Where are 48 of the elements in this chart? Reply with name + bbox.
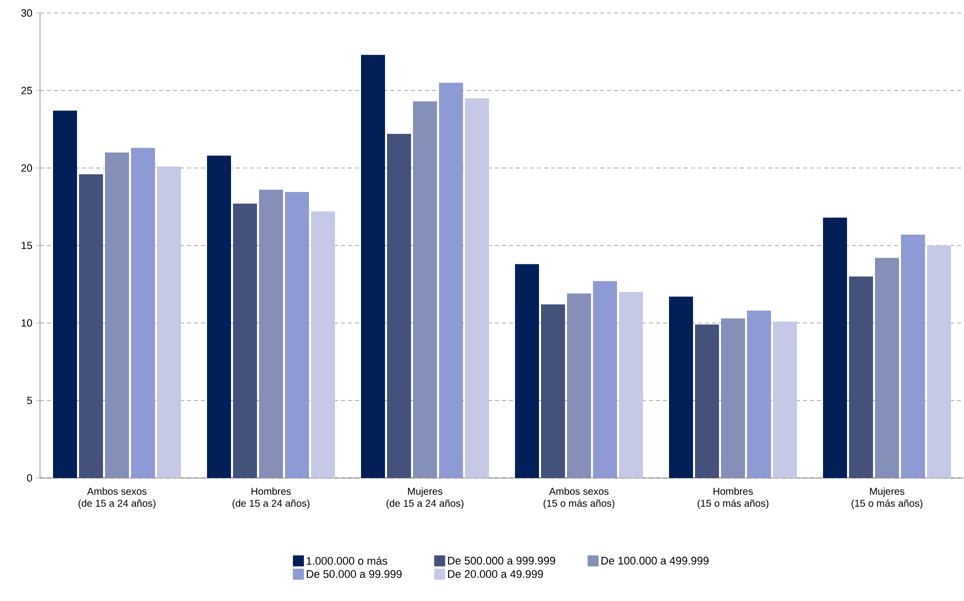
bar	[541, 304, 566, 478]
x-tick-label: Mujeres (de 15 a 24 años)	[386, 488, 464, 509]
legend-label: De 20.000 a 49.999	[448, 570, 543, 578]
x-tick-label: Mujeres (15 o más años)	[852, 488, 922, 509]
bar	[695, 324, 720, 478]
bar	[926, 246, 951, 478]
y-tick-label: 5	[27, 396, 32, 404]
legend-label: 1.000.000 o más	[306, 556, 388, 565]
bar	[233, 204, 258, 478]
bar	[105, 152, 129, 478]
x-tick-label: Ambos sexos (15 o más años)	[544, 488, 614, 509]
bar	[259, 190, 283, 478]
bar	[823, 218, 848, 478]
y-tick-label: 0	[27, 474, 32, 482]
bar	[53, 110, 78, 478]
y-tick-label: 15	[22, 242, 32, 250]
x-tick-label: Hombres (15 o más años)	[698, 488, 768, 509]
bar	[156, 166, 181, 478]
bar	[207, 156, 232, 478]
y-tick-label: 30	[21, 9, 32, 17]
bar	[438, 82, 463, 478]
x-tick-label: Ambos sexos (de 15 a 24 años)	[78, 488, 156, 509]
y-tick-label: 10	[22, 319, 32, 327]
y-tick-label: 20	[21, 164, 32, 172]
bar	[772, 321, 797, 478]
legend-label: De 500.000 a 999.999	[448, 556, 556, 565]
bar	[618, 292, 643, 478]
bar	[849, 276, 874, 478]
bar	[515, 264, 540, 478]
bar	[900, 234, 925, 478]
x-tick-label: Hombres (de 15 a 24 años)	[232, 488, 310, 509]
bar	[464, 98, 489, 478]
bar	[284, 192, 309, 478]
bar	[79, 174, 104, 478]
legend-label: De 50.000 a 99.999	[306, 570, 402, 578]
bar	[130, 148, 155, 478]
bar	[875, 258, 900, 478]
bar	[310, 211, 335, 478]
bar	[721, 318, 746, 478]
bar	[413, 101, 437, 478]
bar	[387, 134, 412, 478]
bar	[592, 281, 617, 478]
legend-label: De 100.000 a 499.999	[602, 556, 709, 565]
bar	[567, 294, 592, 478]
bar	[669, 296, 694, 478]
bar	[746, 310, 771, 478]
bar	[361, 54, 386, 478]
y-tick-label: 25	[21, 86, 32, 94]
